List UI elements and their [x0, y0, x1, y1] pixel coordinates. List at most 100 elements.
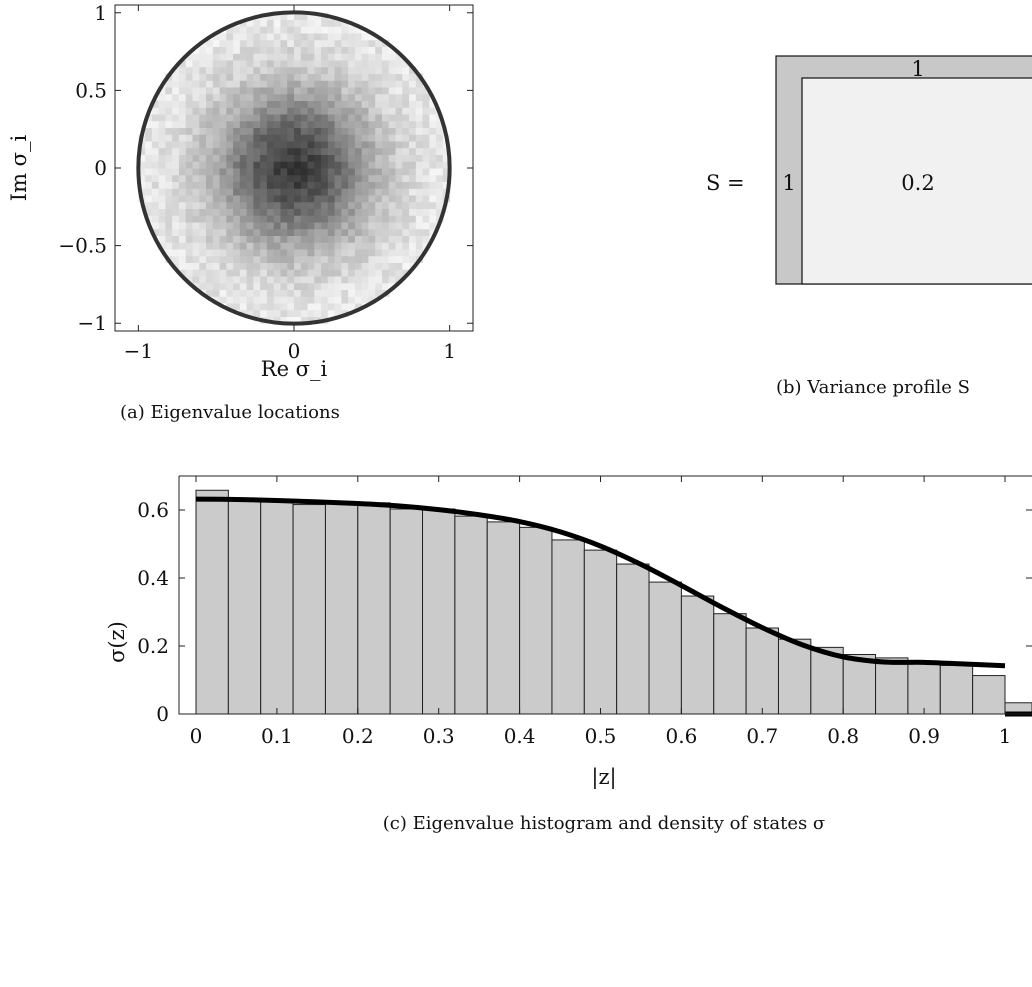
heatmap-cell	[429, 120, 437, 129]
heatmap-cell	[246, 262, 254, 270]
heatmap-cell	[233, 73, 241, 81]
heatmap-cell	[300, 134, 309, 142]
heatmap-cell	[375, 289, 383, 297]
heatmap-cell	[185, 248, 193, 257]
density-of-states-curve	[195, 496, 1006, 669]
heatmap-cell	[206, 154, 214, 162]
heatmap-cell	[158, 161, 166, 169]
heatmap-cell	[361, 201, 369, 209]
heatmap-cell	[442, 181, 451, 189]
heatmap-cell	[246, 66, 254, 75]
heatmap-cell	[341, 80, 349, 88]
heatmap-cell	[334, 93, 342, 102]
heatmap-cell	[429, 221, 437, 230]
heatmap-cell	[206, 282, 214, 290]
heatmap-cell	[361, 255, 369, 263]
heatmap-cell	[273, 215, 281, 223]
heatmap-cell	[348, 168, 356, 176]
heatmap-cell	[185, 114, 193, 122]
heatmap-cell	[206, 235, 214, 243]
heatmap-cell	[199, 255, 207, 263]
heatmap-cell	[273, 19, 281, 27]
heatmap-cell	[145, 208, 153, 216]
heatmap-cell	[206, 134, 214, 142]
heatmap-cell	[151, 147, 160, 156]
heatmap-cell	[266, 168, 275, 176]
heatmap-cell	[273, 73, 281, 81]
heatmap-cell	[192, 80, 200, 88]
heatmap-cell	[341, 114, 349, 122]
heatmap-cell	[151, 168, 160, 176]
heatmap-cell	[165, 87, 173, 95]
heatmap-cell	[199, 141, 207, 149]
heatmap-cell	[151, 188, 160, 196]
heatmap-cell	[145, 201, 153, 209]
heatmap-cell	[436, 161, 444, 169]
heatmap-cell	[192, 154, 200, 162]
heatmap-cell	[409, 215, 417, 223]
heatmap-cell	[361, 289, 369, 297]
heatmap-cell	[348, 134, 356, 142]
heatmap-cell	[172, 174, 180, 182]
heatmap-cell	[260, 26, 268, 34]
heatmap-cell	[199, 154, 207, 162]
heatmap-cell	[334, 161, 342, 169]
heatmap-cell	[219, 188, 227, 196]
heatmap-cell	[253, 66, 261, 75]
heatmap-cell	[348, 194, 356, 203]
heatmap-cell	[138, 161, 146, 169]
heatmap-cell	[381, 93, 390, 102]
heatmap-cell	[212, 215, 221, 223]
heatmap-cell	[327, 127, 336, 135]
heatmap-cell	[273, 242, 281, 250]
heatmap-cell	[368, 66, 376, 75]
heatmap-cell	[388, 242, 397, 250]
heatmap-cell	[253, 174, 261, 182]
heatmap-cell	[199, 114, 207, 122]
heatmap-cell	[361, 269, 369, 277]
heatmap-cell	[321, 147, 329, 156]
heatmap-cell	[348, 33, 356, 41]
heatmap-cell	[348, 235, 356, 243]
heatmap-cell	[321, 100, 329, 108]
heatmap-cell	[185, 87, 193, 95]
heatmap-cell	[273, 39, 281, 48]
heatmap-cell	[260, 141, 268, 149]
caption-b: (b) Variance profile S	[776, 377, 970, 398]
heatmap-cell	[253, 114, 261, 122]
heatmap-cell	[287, 127, 295, 135]
heatmap-cell	[266, 228, 275, 236]
heatmap-cell	[294, 53, 302, 61]
heatmap-cell	[341, 100, 349, 108]
heatmap-cell	[395, 262, 403, 270]
heatmap-cell	[381, 100, 390, 108]
heatmap-cell	[219, 174, 227, 182]
heatmap-cell	[388, 93, 397, 102]
heatmap-cell	[321, 120, 329, 129]
heatmap-cell	[233, 194, 241, 203]
heatmap-cell	[287, 19, 295, 27]
heatmap-cell	[307, 188, 315, 196]
heatmap-cell	[341, 296, 349, 304]
heatmap-cell	[145, 161, 153, 169]
heatmap-cell	[219, 289, 227, 297]
heatmap-cell	[341, 73, 349, 81]
heatmap-cell	[402, 154, 410, 162]
heatmap-cell	[354, 33, 363, 41]
heatmap-cell	[280, 73, 288, 81]
heatmap-cell	[307, 134, 315, 142]
heatmap-cell	[226, 154, 234, 162]
heatmap-cell	[307, 26, 315, 34]
heatmap-cell	[260, 248, 268, 257]
heatmap-cell	[212, 134, 221, 142]
heatmap-cell	[219, 208, 227, 216]
heatmap-cell	[287, 141, 295, 149]
heatmap-cell	[206, 93, 214, 102]
heatmap-cell	[314, 87, 322, 95]
heatmap-cell	[266, 188, 275, 196]
heatmap-cell	[185, 80, 193, 88]
heatmap-cell	[307, 275, 315, 284]
x-tick-label-c: 0.9	[908, 724, 940, 748]
heatmap-cell	[314, 141, 322, 149]
heatmap-cell	[273, 248, 281, 257]
